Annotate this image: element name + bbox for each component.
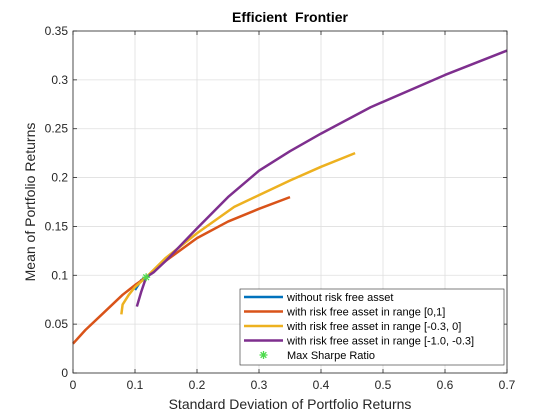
y-tick-label: 0.35 bbox=[45, 24, 69, 38]
y-tick-label: 0.25 bbox=[45, 122, 69, 136]
legend-label-risk-free-neg03-0: with risk free asset in range [-0.3, 0] bbox=[286, 321, 461, 333]
y-tick-label: 0.1 bbox=[51, 268, 68, 282]
x-axis-label: Standard Deviation of Portfolio Returns bbox=[169, 396, 412, 412]
chart-title: Efficient Frontier bbox=[232, 9, 348, 25]
legend-swatch-max-sharpe-ratio bbox=[259, 351, 268, 359]
x-tick-label: 0 bbox=[70, 378, 77, 392]
y-tick-label: 0.2 bbox=[51, 171, 68, 185]
legend: without risk free asset with risk free as… bbox=[239, 288, 505, 366]
y-tick-label: 0 bbox=[61, 366, 68, 380]
legend-box bbox=[239, 288, 505, 366]
markers bbox=[142, 273, 151, 282]
x-tick-label: 0.7 bbox=[499, 378, 516, 392]
y-tick-label: 0.15 bbox=[45, 219, 69, 233]
x-tick-label: 0.6 bbox=[437, 378, 454, 392]
x-tick-label: 0.3 bbox=[251, 378, 268, 392]
y-axis-label: Mean of Portfolio Returns bbox=[22, 123, 38, 282]
y-tick-label: 0.3 bbox=[51, 73, 68, 87]
plot-frame bbox=[72, 30, 508, 374]
legend-label-max-sharpe-ratio: Max Sharpe Ratio bbox=[287, 350, 375, 362]
x-tick-label: 0.2 bbox=[189, 378, 206, 392]
legend-label-risk-free-neg1-neg03: with risk free asset in range [-1.0, -0.… bbox=[286, 336, 474, 348]
x-tick-label: 0.5 bbox=[375, 378, 392, 392]
legend-label-risk-free-0-1: with risk free asset in range [0,1] bbox=[286, 307, 445, 319]
axis-ticks: 0 0.1 0.2 0.3 0.4 0.5 0.6 0.7 0 0.05 0.1 0.15 0.2 0.2… bbox=[45, 24, 516, 392]
legend-label-without-risk-free: without risk free asset bbox=[286, 292, 393, 304]
max-sharpe-ratio-marker bbox=[142, 273, 151, 282]
x-tick-label: 0.1 bbox=[127, 378, 144, 392]
y-tick-label: 0.05 bbox=[45, 317, 69, 331]
x-tick-label: 0.4 bbox=[313, 378, 330, 392]
